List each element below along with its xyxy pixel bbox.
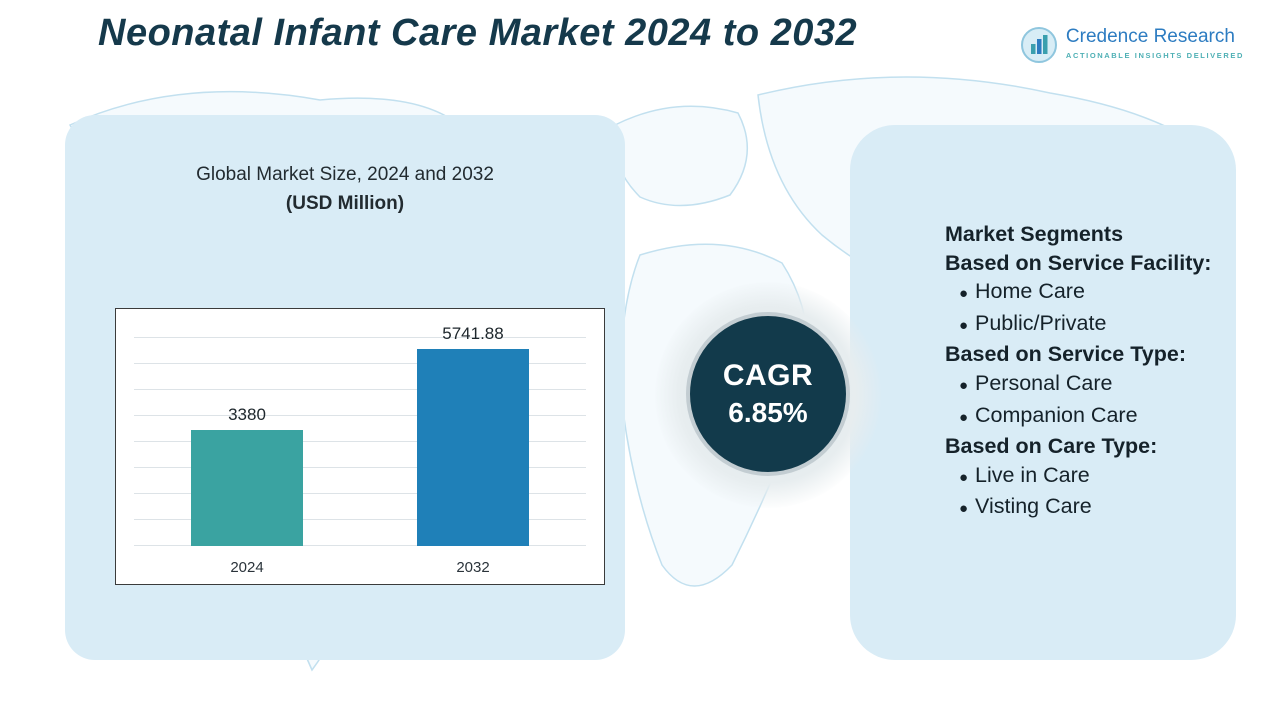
segment-item-label: Public/Private: [975, 310, 1107, 335]
segment-item: ● Personal Care: [945, 369, 1220, 401]
bullet-icon: ●: [959, 316, 969, 334]
segment-item: ● Public/Private: [945, 309, 1220, 341]
market-segments-panel: Market Segments Based on Service Facilit…: [850, 125, 1236, 660]
page-title: Neonatal Infant Care Market 2024 to 2032: [98, 12, 858, 54]
chart-subtitle-line2: (USD Million): [285, 193, 405, 215]
chart-bar: [417, 349, 529, 546]
chart-subtitle: Global Market Size, 2024 and 2032 (USD M…: [65, 160, 625, 219]
bar-chart: 3380 5741.88 2024 2032: [115, 308, 605, 585]
chart-subtitle-line1: Global Market Size, 2024 and 2032: [196, 164, 494, 185]
cagr-badge: CAGR 6.85%: [686, 312, 850, 476]
x-axis-tick-2032: 2032: [456, 559, 490, 576]
chart-x-axis: 2024 2032: [134, 559, 586, 576]
cagr-label: CAGR: [722, 359, 814, 392]
bar-value-label: 5741.88: [442, 324, 504, 343]
credence-research-logo: Credence Research Actionable Insights De…: [1020, 26, 1244, 64]
segment-group-heading: Based on Service Facility:: [945, 250, 1212, 275]
market-segments-content: Market Segments Based on Service Facilit…: [945, 220, 1220, 524]
segment-item-label: Visting Care: [975, 494, 1092, 519]
bullet-icon: ●: [959, 408, 969, 426]
bar-column-2032: 5741.88: [417, 323, 529, 546]
segment-item-label: Home Care: [975, 279, 1085, 304]
logo-bar-chart-icon: [1020, 27, 1057, 63]
segments-title: Market Segments: [945, 222, 1124, 246]
logo-tagline: Actionable Insights Delivered: [1065, 51, 1244, 60]
segment-group-heading: Based on Care Type:: [945, 434, 1158, 459]
segment-item-label: Live in Care: [975, 462, 1090, 487]
logo-name: Credence Research: [1065, 26, 1235, 47]
bullet-icon: ●: [959, 500, 969, 518]
x-axis-tick-2024: 2024: [230, 559, 264, 576]
cagr-value: 6.85%: [728, 397, 808, 428]
segment-item: ● Home Care: [945, 277, 1220, 309]
chart-bar: [191, 430, 303, 546]
bullet-icon: ●: [959, 376, 969, 394]
bar-value-label: 3380: [228, 405, 266, 424]
bar-column-2024: 3380: [191, 323, 303, 546]
segment-item: ● Live in Care: [945, 461, 1220, 493]
bullet-icon: ●: [959, 285, 969, 303]
segment-group-heading: Based on Service Type:: [945, 342, 1186, 367]
bullet-icon: ●: [959, 468, 969, 486]
market-size-panel: Global Market Size, 2024 and 2032 (USD M…: [65, 115, 625, 660]
chart-plot: 3380 5741.88: [134, 323, 586, 546]
segment-item: ● Companion Care: [945, 401, 1220, 433]
segment-item-label: Companion Care: [975, 402, 1138, 427]
segment-item-label: Personal Care: [975, 370, 1113, 395]
segment-item: ● Visting Care: [945, 492, 1220, 524]
logo-text: Credence Research Actionable Insights De…: [1066, 26, 1244, 60]
